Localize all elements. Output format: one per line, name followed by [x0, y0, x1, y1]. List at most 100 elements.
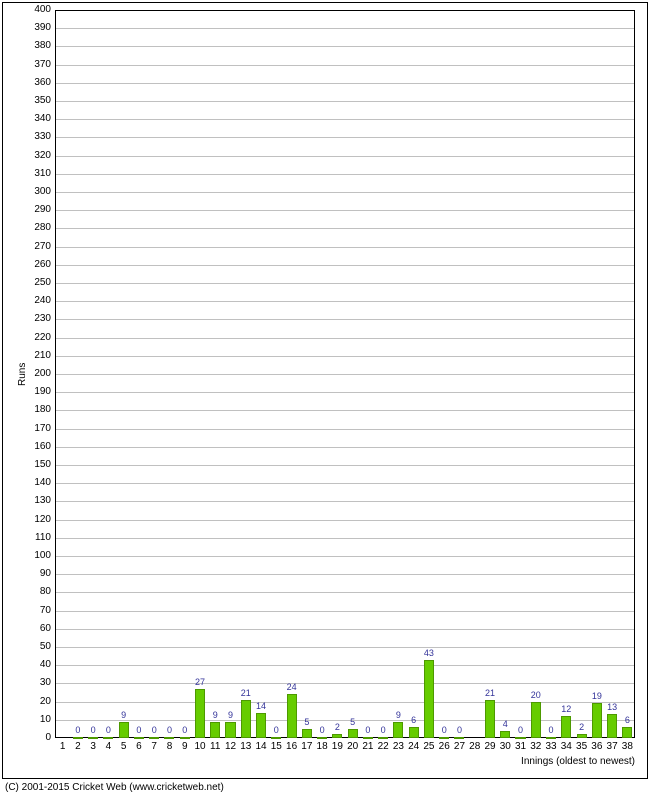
bar — [531, 702, 541, 738]
y-tick-label: 170 — [25, 424, 51, 434]
y-tick-label: 140 — [25, 478, 51, 488]
gridline — [56, 429, 634, 430]
bar — [485, 700, 495, 738]
bar — [149, 737, 159, 739]
gridline — [56, 574, 634, 575]
y-tick-label: 180 — [25, 405, 51, 415]
x-tick-label: 20 — [347, 742, 358, 752]
bar-value-label: 0 — [320, 725, 325, 735]
x-tick-label: 26 — [439, 742, 450, 752]
gridline — [56, 137, 634, 138]
gridline — [56, 283, 634, 284]
x-tick-label: 5 — [121, 742, 127, 752]
bar-value-label: 0 — [75, 725, 80, 735]
bar-value-label: 6 — [625, 715, 630, 725]
x-tick-label: 24 — [408, 742, 419, 752]
y-tick-label: 370 — [25, 60, 51, 70]
bar — [180, 737, 190, 739]
bar-value-label: 20 — [531, 690, 541, 700]
bar — [256, 713, 266, 738]
bar-value-label: 21 — [241, 688, 251, 698]
bar — [577, 734, 587, 738]
bar — [287, 694, 297, 738]
bar-value-label: 9 — [228, 710, 233, 720]
bar-value-label: 0 — [457, 725, 462, 735]
y-tick-label: 330 — [25, 132, 51, 142]
bar — [424, 660, 434, 738]
bar-value-label: 0 — [381, 725, 386, 735]
gridline — [56, 538, 634, 539]
bar — [592, 703, 602, 738]
bar — [317, 737, 327, 739]
bar-value-label: 27 — [195, 677, 205, 687]
gridline — [56, 319, 634, 320]
y-tick-label: 290 — [25, 205, 51, 215]
bar — [515, 737, 525, 739]
x-tick-label: 36 — [591, 742, 602, 752]
bar-value-label: 4 — [503, 719, 508, 729]
gridline — [56, 720, 634, 721]
x-tick-label: 34 — [561, 742, 572, 752]
bar — [210, 722, 220, 738]
bar — [302, 729, 312, 738]
y-tick-label: 80 — [25, 587, 51, 597]
bar — [500, 731, 510, 738]
bar — [546, 737, 556, 739]
gridline — [56, 65, 634, 66]
bar — [225, 722, 235, 738]
x-tick-label: 22 — [378, 742, 389, 752]
x-tick-label: 6 — [136, 742, 142, 752]
gridline — [56, 447, 634, 448]
y-tick-label: 30 — [25, 678, 51, 688]
y-tick-label: 90 — [25, 569, 51, 579]
x-tick-label: 27 — [454, 742, 465, 752]
bar — [119, 722, 129, 738]
gridline — [56, 210, 634, 211]
y-tick-label: 340 — [25, 114, 51, 124]
x-tick-label: 21 — [362, 742, 373, 752]
bar-value-label: 0 — [152, 725, 157, 735]
bar-value-label: 24 — [287, 682, 297, 692]
gridline — [56, 501, 634, 502]
bar — [454, 737, 464, 739]
gridline — [56, 520, 634, 521]
x-tick-label: 11 — [210, 742, 220, 752]
x-tick-label: 18 — [317, 742, 328, 752]
gridline — [56, 83, 634, 84]
gridline — [56, 465, 634, 466]
y-tick-label: 320 — [25, 151, 51, 161]
gridline — [56, 683, 634, 684]
gridline — [56, 647, 634, 648]
y-tick-label: 130 — [25, 496, 51, 506]
y-tick-label: 250 — [25, 278, 51, 288]
gridline — [56, 392, 634, 393]
gridline — [56, 702, 634, 703]
bar-value-label: 14 — [256, 701, 266, 711]
y-tick-label: 360 — [25, 78, 51, 88]
bar — [439, 737, 449, 739]
y-tick-label: 100 — [25, 551, 51, 561]
x-tick-label: 17 — [301, 742, 312, 752]
bar-value-label: 0 — [549, 725, 554, 735]
gridline — [56, 192, 634, 193]
y-tick-label: 120 — [25, 515, 51, 525]
y-tick-label: 50 — [25, 642, 51, 652]
bar-value-label: 13 — [607, 702, 617, 712]
bar-value-label: 9 — [213, 710, 218, 720]
bar — [348, 729, 358, 738]
x-tick-label: 7 — [151, 742, 157, 752]
bar-value-label: 0 — [136, 725, 141, 735]
bar-value-label: 2 — [579, 722, 584, 732]
gridline — [56, 46, 634, 47]
bar-value-label: 0 — [167, 725, 172, 735]
gridline — [56, 356, 634, 357]
y-tick-label: 280 — [25, 223, 51, 233]
y-tick-label: 210 — [25, 351, 51, 361]
gridline — [56, 592, 634, 593]
bar — [332, 734, 342, 738]
copyright-text: (C) 2001-2015 Cricket Web (www.cricketwe… — [5, 782, 224, 793]
y-tick-label: 70 — [25, 606, 51, 616]
x-tick-label: 30 — [500, 742, 511, 752]
gridline — [56, 28, 634, 29]
bar — [271, 737, 281, 739]
